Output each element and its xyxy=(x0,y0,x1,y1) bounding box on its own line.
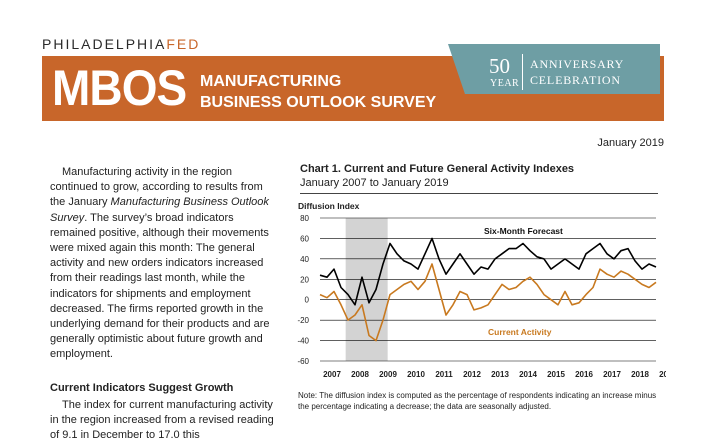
anniversary-badge xyxy=(448,44,660,94)
x-tick-label: 2014 xyxy=(519,370,537,379)
mbos-logo: MBOS xyxy=(52,60,187,116)
anniversary-year: YEAR xyxy=(490,78,520,89)
forecast-series-label: Six-Month Forecast xyxy=(484,226,563,236)
article-paragraph-1: Manufacturing activity in the region con… xyxy=(50,165,276,363)
brand-wordmark[interactable]: PHILADELPHIAFED xyxy=(42,36,200,52)
x-tick-label: 2010 xyxy=(407,370,425,379)
x-tick-label: 2019 xyxy=(659,370,666,379)
chart-title: Chart 1. Current and Future General Acti… xyxy=(300,163,575,175)
y-tick-label: -20 xyxy=(297,316,309,325)
brand-fed: FED xyxy=(166,36,201,52)
activity-index-chart: Diffusion Index 80 60 40 20 0 -20 -40 -60 2007 200… xyxy=(297,201,666,379)
paragraph1-text-b: . The survey’s broad indicators remained… xyxy=(50,211,270,361)
x-tick-label: 2018 xyxy=(631,370,649,379)
anniversary-line2: CELEBRATION xyxy=(530,73,621,87)
six-month-forecast-line xyxy=(319,237,657,306)
y-tick-label: 40 xyxy=(300,255,309,264)
article-body: Manufacturing activity in the region con… xyxy=(50,165,276,443)
x-tick-label: 2008 xyxy=(351,370,369,379)
x-tick-label: 2012 xyxy=(463,370,481,379)
y-tick-label: -40 xyxy=(297,337,309,346)
article-paragraph-2: The index for current manufacturing acti… xyxy=(50,398,274,442)
y-tick-label: 60 xyxy=(300,234,309,243)
survey-title-line1: MANUFACTURING xyxy=(200,73,342,90)
x-tick-label: 2016 xyxy=(575,370,593,379)
x-tick-label: 2017 xyxy=(603,370,621,379)
brand-main: PHILADELPHIA xyxy=(42,36,167,52)
chart-subtitle: January 2007 to January 2019 xyxy=(300,177,449,189)
current-series-label: Current Activity xyxy=(488,327,552,337)
x-tick-label: 2013 xyxy=(491,370,509,379)
y-tick-label: 0 xyxy=(305,296,310,305)
anniversary-divider xyxy=(522,54,523,90)
anniversary-line1: ANNIVERSARY xyxy=(530,57,625,71)
x-tick-label: 2011 xyxy=(435,370,453,379)
current-activity-line xyxy=(319,263,657,342)
anniversary-number: 50 xyxy=(489,54,510,78)
anniversary-text: ANNIVERSARY CELEBRATION xyxy=(530,56,624,88)
survey-title: MANUFACTURING BUSINESS OUTLOOK SURVEY xyxy=(200,71,436,113)
recession-band xyxy=(345,218,388,361)
survey-title-line2: BUSINESS OUTLOOK SURVEY xyxy=(200,94,437,111)
survey-name-italic: Manufacturing Business Outlook Survey xyxy=(50,196,269,224)
x-tick-label: 2007 xyxy=(323,370,341,379)
y-tick-label: 80 xyxy=(300,214,309,223)
chart-title-rule xyxy=(300,193,658,194)
y-tick-label: -60 xyxy=(297,357,309,366)
x-tick-label: 2015 xyxy=(547,370,565,379)
chart-note: Note: The diffusion index is computed as… xyxy=(298,391,657,411)
y-tick-label: 20 xyxy=(300,275,309,284)
section-heading: Current Indicators Suggest Growth xyxy=(50,381,234,394)
x-tick-label: 2009 xyxy=(379,370,397,379)
report-date: January 2019 xyxy=(597,137,664,149)
paragraph1-text-a: Manufacturing activity in the region con… xyxy=(50,166,263,209)
y-axis-label: Diffusion Index xyxy=(298,201,360,211)
